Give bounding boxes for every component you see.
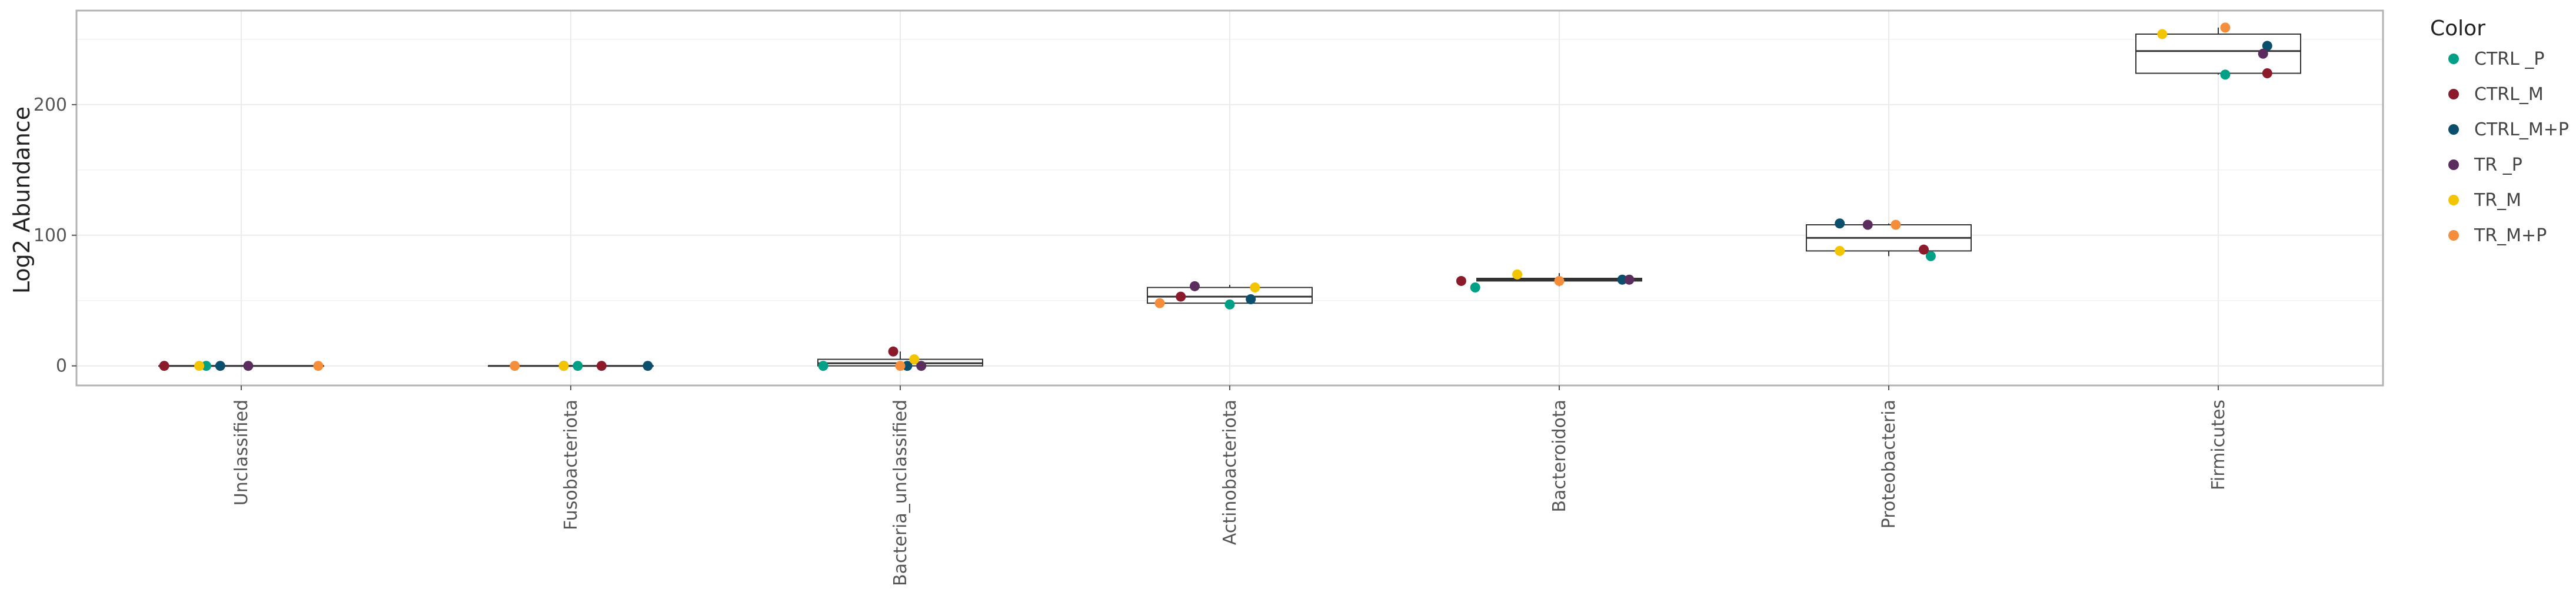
- point-TR_M+P-Fusobacteriota: [510, 361, 520, 371]
- legend-swatch: [2448, 195, 2459, 205]
- point-CTRL_M-Unclassified: [159, 361, 169, 371]
- x-tick-label: Fusobacteriota: [561, 400, 581, 530]
- point-TR_M+P-Bacteroidota: [1554, 275, 1565, 286]
- legend-entry: TR _P: [2448, 155, 2522, 175]
- legend-swatch: [2448, 230, 2459, 241]
- point-CTRL_P-Firmicutes: [2220, 69, 2231, 80]
- legend-swatch: [2448, 159, 2459, 170]
- point-TR_M-Firmicutes: [2157, 29, 2168, 39]
- point-CTRL_M+P-Firmicutes: [2262, 41, 2272, 51]
- point-CTRL_P-Bacteroidota: [1470, 282, 1480, 293]
- point-TR_P-Proteobacteria: [1862, 219, 1873, 230]
- y-tick-label: 0: [56, 356, 67, 377]
- box-Unclassified: [158, 365, 324, 367]
- point-TR_M+P-Firmicutes: [2220, 22, 2231, 33]
- legend-title: Color: [2430, 16, 2485, 41]
- axes: 0 100 200 Unclassified Fusobacteriota Bacteri…: [34, 9, 2384, 586]
- legend-label: CTRL_M+P: [2474, 119, 2569, 140]
- point-CTRL_M-Bacteroidota: [1456, 275, 1466, 286]
- point-TR_M-Proteobacteria: [1835, 245, 1845, 256]
- box-iqr: [2135, 33, 2301, 74]
- point-CTRL_M-Actinobacteriota: [1176, 291, 1186, 302]
- point-CTRL_M-Bacteria_unclassified: [888, 346, 898, 357]
- point-TR_M+P-Proteobacteria: [1891, 219, 1901, 230]
- x-tick-label: Proteobacteria: [1879, 400, 1899, 528]
- box-Firmicutes: [2135, 27, 2301, 75]
- legend-entry: CTRL_M+P: [2448, 119, 2569, 140]
- point-CTRL_M-Fusobacteriota: [596, 361, 607, 371]
- legend-entry: CTRL _P: [2448, 49, 2544, 69]
- legend-entry: TR_M: [2448, 190, 2521, 211]
- point-CTRL_P-Fusobacteriota: [573, 361, 583, 371]
- grid-lines: [76, 11, 2383, 385]
- legend: Color CTRL _P CTRL_M CTRL_M+P TR _P TR_M TR_M…: [2430, 16, 2569, 246]
- legend-swatch: [2448, 89, 2459, 99]
- x-tick-label: Firmicutes: [2208, 400, 2229, 490]
- x-tick-label: Bacteria_unclassified: [890, 400, 911, 586]
- point-TR_M-Fusobacteriota: [558, 361, 569, 371]
- x-tick-label: Unclassified: [231, 400, 252, 505]
- legend-swatch: [2448, 124, 2459, 135]
- point-TR_M-Bacteroidota: [1512, 269, 1523, 280]
- x-tick-label: Bacteroidota: [1549, 400, 1570, 513]
- point-CTRL_M+P-Fusobacteriota: [643, 361, 653, 371]
- point-CTRL_P-Bacteria_unclassified: [818, 361, 828, 371]
- point-CTRL_M+P-Bacteria_unclassified: [902, 361, 913, 371]
- point-TR_M-Actinobacteriota: [1250, 282, 1260, 293]
- point-CTRL_M+P-Actinobacteriota: [1246, 294, 1256, 305]
- point-TR_M-Unclassified: [194, 361, 205, 371]
- x-tick-label: Actinobacteriota: [1220, 400, 1240, 545]
- legend-entry: TR_M+P: [2448, 225, 2547, 246]
- point-CTRL_M+P-Bacteroidota: [1617, 274, 1628, 285]
- legend-label: CTRL _P: [2474, 49, 2544, 69]
- point-CTRL_M+P-Unclassified: [215, 361, 225, 371]
- point-CTRL_M+P-Proteobacteria: [1835, 218, 1845, 229]
- point-TR_P-Unclassified: [243, 361, 254, 371]
- legend-label: CTRL_M: [2474, 84, 2544, 105]
- legend-label: TR _P: [2474, 155, 2522, 175]
- point-CTRL_P-Proteobacteria: [1925, 251, 1936, 261]
- point-CTRL_P-Actinobacteriota: [1224, 299, 1235, 310]
- point-CTRL_P-Unclassified: [201, 361, 211, 371]
- data-points: [159, 22, 2272, 371]
- point-TR_M+P-Bacteria_unclassified: [895, 361, 906, 371]
- box-Proteobacteria: [1806, 223, 1972, 257]
- point-TR_M+P-Unclassified: [313, 361, 324, 371]
- point-TR_M-Bacteria_unclassified: [909, 354, 920, 365]
- point-TR_P-Bacteria_unclassified: [916, 361, 927, 371]
- point-CTRL_M-Proteobacteria: [1919, 244, 1929, 255]
- point-TR_M+P-Actinobacteriota: [1154, 298, 1165, 308]
- point-TR_P-Bacteroidota: [1624, 274, 1635, 285]
- y-axis-title: Log2 Abundance: [9, 107, 35, 294]
- point-TR_P-Firmicutes: [2258, 48, 2268, 59]
- point-CTRL_M-Firmicutes: [2262, 68, 2272, 79]
- legend-entry: CTRL_M: [2448, 84, 2544, 105]
- legend-swatch: [2448, 54, 2459, 64]
- legend-label: TR_M: [2474, 190, 2521, 211]
- y-tick-label: 100: [34, 225, 67, 246]
- legend-label: TR_M+P: [2474, 225, 2547, 246]
- point-TR_P-Actinobacteriota: [1190, 281, 1200, 291]
- y-tick-label: 200: [34, 95, 67, 115]
